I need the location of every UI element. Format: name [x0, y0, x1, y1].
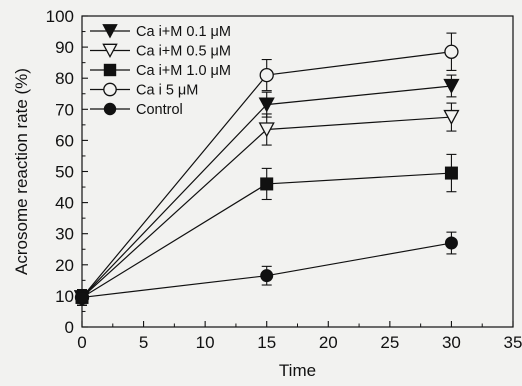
x-tick-label: 30: [442, 333, 461, 352]
data-point: [260, 269, 274, 283]
legend-item: Ca i+M 1.0 μM: [90, 63, 231, 79]
x-tick-label: 25: [380, 333, 399, 352]
legend-marker: [103, 63, 117, 77]
legend-marker: [103, 102, 117, 116]
data-point: [444, 166, 458, 180]
legend: Ca i+M 0.1 μM Ca i+M 0.5 μM Ca i+M 1.0 μM C…: [90, 24, 231, 118]
series-2: [75, 153, 458, 306]
y-tick-label: 60: [55, 131, 74, 150]
y-tick-label: 40: [55, 194, 74, 213]
x-tick-label: 5: [139, 333, 148, 352]
legend-item: Ca i+M 0.1 μM: [90, 24, 231, 40]
y-tick-label: 30: [55, 225, 74, 244]
legend-label: Ca i+M 1.0 μM: [136, 63, 231, 79]
y-tick-label: 80: [55, 69, 74, 88]
x-tick-label: 35: [504, 333, 522, 352]
legend-marker: [102, 43, 118, 59]
data-point: [258, 122, 275, 138]
legend-item: Control: [90, 102, 183, 118]
y-tick-label: 0: [65, 318, 74, 337]
legend-label: Ca i+M 0.1 μM: [136, 24, 231, 40]
x-tick-label: 10: [196, 333, 215, 352]
x-axis-title: Time: [279, 361, 316, 380]
x-tick-label: 20: [319, 333, 338, 352]
data-point: [444, 44, 459, 59]
y-tick-label: 50: [55, 163, 74, 182]
legend-label: Control: [136, 102, 183, 118]
legend-item: Ca i 5 μM: [90, 83, 198, 99]
legend-marker: [102, 24, 118, 39]
y-tick-label: 100: [46, 7, 74, 26]
legend-item: Ca i+M 0.5 μM: [90, 44, 231, 60]
series-4: [75, 231, 458, 306]
y-tick-label: 70: [55, 100, 74, 119]
data-point: [444, 236, 458, 250]
data-point: [260, 177, 274, 191]
legend-label: Ca i 5 μM: [136, 83, 198, 99]
legend-marker: [103, 82, 117, 97]
y-tick-label: 20: [55, 256, 74, 275]
data-point: [443, 78, 460, 94]
y-tick-label: 90: [55, 38, 74, 57]
data-point: [443, 109, 460, 125]
y-axis-title: Acrosome reaction rate (%): [12, 68, 31, 275]
legend-label: Ca i+M 0.5 μM: [136, 44, 231, 60]
data-point: [258, 97, 275, 113]
data-point: [259, 67, 274, 83]
x-tick-label: 0: [77, 333, 86, 352]
y-tick-label: 10: [55, 287, 74, 306]
data-point: [75, 290, 89, 304]
x-tick-label: 15: [257, 333, 276, 352]
